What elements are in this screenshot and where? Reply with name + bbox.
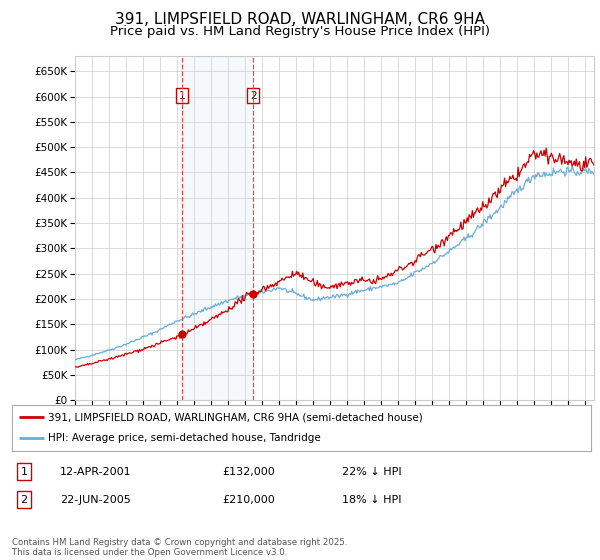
Text: Contains HM Land Registry data © Crown copyright and database right 2025.
This d: Contains HM Land Registry data © Crown c… — [12, 538, 347, 557]
Text: 1: 1 — [20, 466, 28, 477]
Text: Price paid vs. HM Land Registry's House Price Index (HPI): Price paid vs. HM Land Registry's House … — [110, 25, 490, 38]
Text: 391, LIMPSFIELD ROAD, WARLINGHAM, CR6 9HA (semi-detached house): 391, LIMPSFIELD ROAD, WARLINGHAM, CR6 9H… — [48, 412, 422, 422]
Text: 18% ↓ HPI: 18% ↓ HPI — [342, 494, 401, 505]
Text: £210,000: £210,000 — [222, 494, 275, 505]
Text: 2: 2 — [20, 494, 28, 505]
Text: 1: 1 — [179, 91, 185, 101]
Text: £132,000: £132,000 — [222, 466, 275, 477]
Text: HPI: Average price, semi-detached house, Tandridge: HPI: Average price, semi-detached house,… — [48, 433, 320, 444]
Text: 391, LIMPSFIELD ROAD, WARLINGHAM, CR6 9HA: 391, LIMPSFIELD ROAD, WARLINGHAM, CR6 9H… — [115, 12, 485, 27]
Bar — [182, 56, 253, 400]
Text: 12-APR-2001: 12-APR-2001 — [60, 466, 131, 477]
Text: 22-JUN-2005: 22-JUN-2005 — [60, 494, 131, 505]
Text: 22% ↓ HPI: 22% ↓ HPI — [342, 466, 401, 477]
Text: 2: 2 — [250, 91, 256, 101]
